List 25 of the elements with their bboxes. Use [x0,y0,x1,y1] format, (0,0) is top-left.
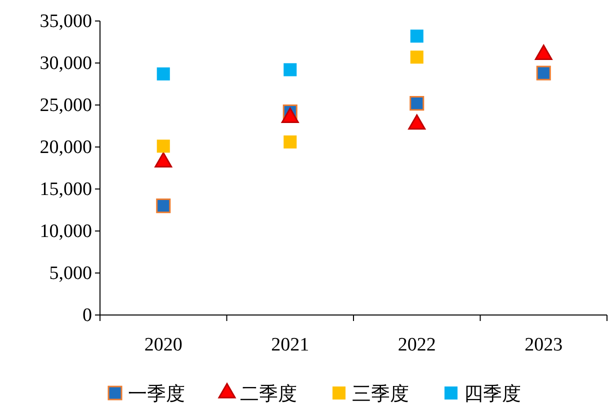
y-tick-label: 20,000 [40,137,92,158]
x-tick-label: 2020 [144,334,182,356]
x-tick-label: 2022 [398,334,436,356]
point [410,30,424,43]
point [410,96,424,111]
y-tick-label: 35,000 [40,11,92,32]
point [536,66,551,80]
point [156,140,170,153]
legend-label: 二季度 [240,383,297,405]
point [284,63,297,76]
point [156,198,171,214]
y-tick-label: 30,000 [40,53,92,74]
y-tick-label: 0 [82,305,92,326]
point [284,135,297,148]
legend-label: 一季度 [128,383,185,405]
point [410,50,424,64]
y-tick-label: 15,000 [40,179,92,200]
y-tick-label: 5,000 [49,263,92,284]
x-tick-label: 2023 [524,334,563,356]
y-tick-label: 10,000 [40,221,92,242]
legend-label: 三季度 [352,383,409,405]
point [156,67,170,80]
legend-label: 四季度 [464,383,521,405]
y-tick-label: 25,000 [40,95,92,116]
x-tick-label: 2021 [271,334,310,356]
